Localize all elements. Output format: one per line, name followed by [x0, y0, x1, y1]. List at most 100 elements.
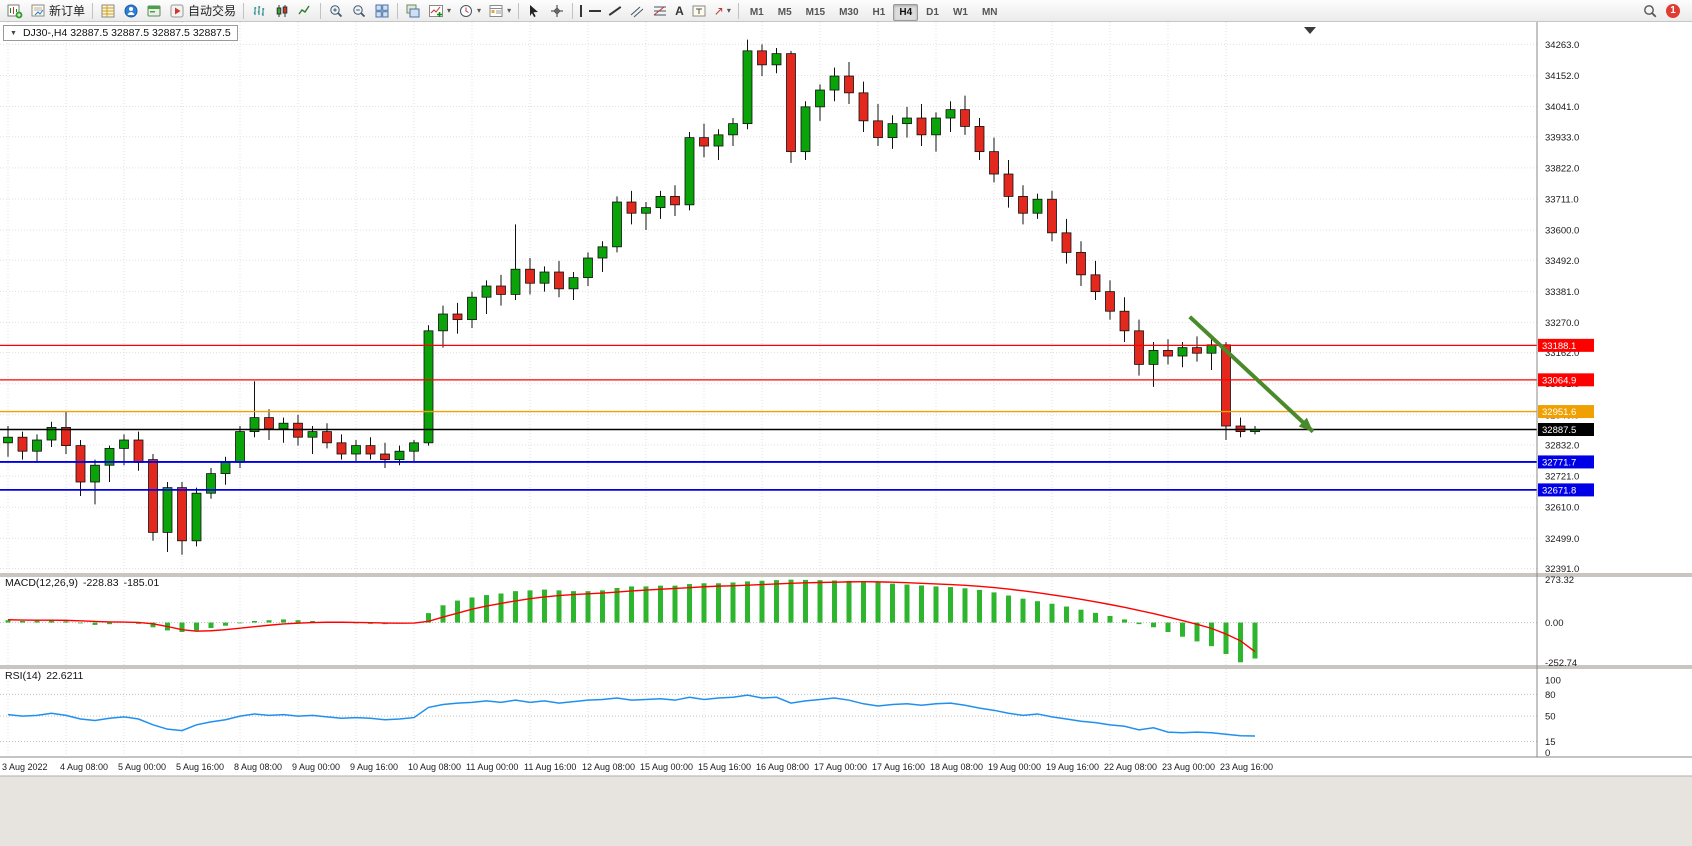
candle-body: [322, 431, 332, 444]
candle-body: [467, 296, 477, 321]
timeframe-button-w1[interactable]: W1: [952, 6, 968, 18]
timeframe-button-m5[interactable]: M5: [777, 6, 792, 18]
new-order-label: 新订单: [49, 4, 86, 18]
candle-body: [858, 92, 869, 122]
channel-tool-button[interactable]: [626, 1, 648, 21]
rsi-indicator-label: RSI(14) 22.6211: [5, 670, 88, 682]
autotrading-label: 自动交易: [188, 4, 237, 18]
time-tick-label: 15 Aug 16:00: [698, 762, 751, 772]
candle-body: [61, 427, 71, 447]
time-tick-label: 17 Aug 16:00: [872, 762, 925, 772]
timeframe-button-mn[interactable]: MN: [981, 6, 998, 18]
candle-body: [539, 271, 550, 284]
price-tick-label: 33933.0: [1545, 132, 1579, 143]
line-chart-button[interactable]: [294, 1, 316, 21]
candle-body: [800, 106, 811, 153]
text-label-tool-button[interactable]: [688, 1, 710, 21]
candle-body: [496, 285, 506, 295]
rsi-line: [7, 694, 1256, 737]
ohlc-bars-icon: [253, 5, 265, 16]
horizontal-line-tool-button[interactable]: [586, 1, 604, 21]
trend-arrow-head[interactable]: [1298, 417, 1313, 432]
rsi-tick-label: 50: [1545, 712, 1556, 723]
price-axis[interactable]: [1538, 22, 1692, 757]
trend-arrow-line[interactable]: [1188, 315, 1315, 434]
zoom-out-button[interactable]: [348, 1, 370, 21]
price-tick-label: 33162.0: [1545, 348, 1579, 359]
candle-body: [191, 492, 202, 542]
timeframe-button-m30[interactable]: M30: [839, 6, 859, 18]
periods-button[interactable]: ▾: [455, 1, 484, 21]
candle-body: [699, 137, 709, 147]
macd-signal-value: -185.01: [123, 577, 160, 589]
candle-body: [438, 313, 448, 332]
timeframe-button-h4[interactable]: H4: [893, 3, 919, 21]
notification-badge[interactable]: 1: [1666, 3, 1680, 18]
vertical-line-icon: [580, 4, 583, 17]
candlestick-icon: [276, 4, 288, 17]
chart-symbol-label[interactable]: ▼ DJ30-,H4 32887.5 32887.5 32887.5 32887…: [3, 25, 238, 41]
candle-body: [713, 134, 724, 147]
cursor-tool-button[interactable]: [523, 1, 545, 21]
autotrading-button[interactable]: 自动交易: [166, 1, 239, 21]
candle-body: [148, 459, 158, 533]
bar-chart-button[interactable]: [248, 1, 270, 21]
arrows-tool-button[interactable]: ↗ ▾: [711, 1, 734, 21]
macd-indicator-label: MACD(12,26,9) -228.83 -185.01: [5, 577, 164, 589]
candle-body: [220, 462, 231, 475]
equidistant-channel-icon: [630, 6, 644, 17]
terminal-button[interactable]: [143, 1, 165, 21]
candle-body: [815, 89, 825, 108]
price-level-badge-text: 32771.7: [1542, 457, 1576, 468]
timeframe-button-h1[interactable]: H1: [872, 6, 886, 18]
user-icon: [124, 4, 138, 17]
market-watch-button[interactable]: [97, 1, 119, 21]
timeframe-button-m1[interactable]: M1: [749, 6, 764, 18]
chart-shift-marker[interactable]: [1304, 27, 1316, 34]
time-tick-label: 17 Aug 00:00: [814, 762, 867, 772]
crosshair-tool-button[interactable]: [546, 1, 568, 21]
candle-body: [90, 464, 100, 483]
cascade-windows-button[interactable]: [402, 1, 424, 21]
rsi-tick-label: 80: [1545, 690, 1556, 701]
navigator-button[interactable]: [120, 1, 142, 21]
new-order-button[interactable]: 新订单: [27, 1, 88, 21]
vertical-line-tool-button[interactable]: [577, 1, 585, 21]
candlestick-chart-button[interactable]: [271, 1, 293, 21]
rsi-tick-label: 0: [1545, 748, 1550, 759]
candle-body: [133, 439, 144, 463]
candle-body: [46, 427, 57, 441]
price-level-badge-text: 33064.9: [1542, 375, 1576, 386]
toolbar-separator: [572, 2, 574, 19]
pane-separator[interactable]: [0, 573, 1692, 577]
candle-body: [380, 453, 390, 461]
candle-body: [1047, 198, 1057, 234]
autotrading-play-icon: [170, 4, 184, 17]
tile-windows-button[interactable]: [371, 1, 393, 21]
candle-body: [902, 117, 912, 125]
timeframe-button-m15[interactable]: M15: [805, 6, 826, 18]
crosshair-icon: [551, 4, 564, 17]
templates-button[interactable]: ▾: [485, 1, 514, 21]
chart-canvas[interactable]: [0, 22, 1537, 757]
price-tick-label: 32391.0: [1545, 564, 1579, 575]
pane-separator[interactable]: [0, 665, 1692, 669]
fibonacci-tool-button[interactable]: [649, 1, 671, 21]
candle-body: [17, 436, 28, 452]
text-tool-button[interactable]: A: [672, 1, 687, 21]
candle-body: [278, 422, 289, 430]
price-tick-label: 33822.0: [1545, 163, 1579, 174]
candle-body: [1177, 347, 1188, 357]
trendline-tool-button[interactable]: [605, 1, 625, 21]
price-level-badge: [1538, 338, 1594, 352]
new-chart-button[interactable]: [4, 1, 26, 21]
time-tick-label: 18 Aug 08:00: [930, 762, 983, 772]
macd-tick-label: 273.32: [1545, 575, 1574, 586]
market-watch-icon: [101, 4, 115, 17]
candle-body: [32, 439, 42, 452]
zoom-in-button[interactable]: [325, 1, 347, 21]
time-axis[interactable]: [0, 758, 1692, 776]
indicators-button[interactable]: ▾: [425, 1, 454, 21]
search-button[interactable]: [1639, 1, 1661, 21]
timeframe-button-d1[interactable]: D1: [926, 6, 939, 18]
